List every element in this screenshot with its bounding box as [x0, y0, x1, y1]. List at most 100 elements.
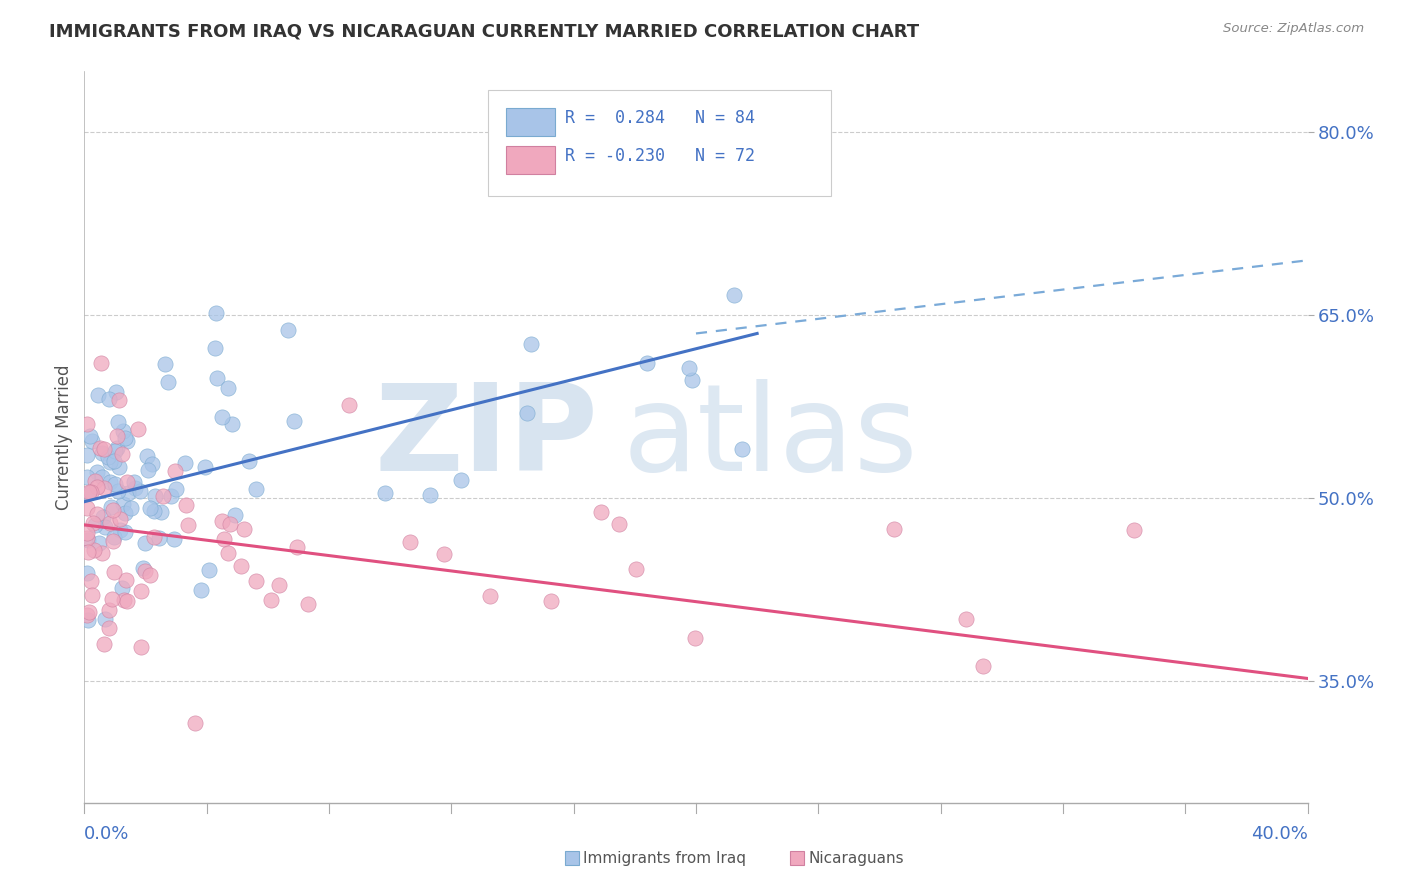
Point	[101, 502, 124, 516]
Point	[98, 475, 121, 490]
Point	[100, 500, 122, 515]
Point	[132, 561, 155, 575]
Point	[723, 288, 745, 302]
Point	[120, 500, 142, 515]
Point	[165, 482, 187, 496]
Text: 40.0%: 40.0%	[1251, 825, 1308, 843]
Point	[159, 490, 181, 504]
Point	[205, 306, 228, 320]
Point	[433, 547, 456, 561]
Point	[143, 530, 166, 544]
Point	[115, 434, 138, 448]
Point	[77, 533, 100, 548]
Point	[177, 517, 200, 532]
Point	[83, 543, 105, 558]
Point	[80, 485, 103, 500]
Point	[76, 525, 98, 540]
Point	[205, 371, 228, 385]
Point	[114, 431, 136, 445]
Point	[129, 640, 152, 654]
Point	[194, 460, 217, 475]
Point	[134, 564, 156, 578]
Point	[108, 523, 131, 537]
FancyBboxPatch shape	[506, 146, 555, 174]
Point	[218, 516, 240, 531]
Point	[111, 447, 134, 461]
Point	[591, 505, 613, 519]
Point	[398, 535, 420, 549]
Point	[297, 597, 319, 611]
Point	[152, 489, 174, 503]
Point	[77, 613, 100, 627]
Point	[86, 507, 108, 521]
Point	[91, 509, 114, 524]
Point	[98, 392, 121, 406]
Point	[211, 409, 233, 424]
Point	[103, 530, 125, 544]
FancyBboxPatch shape	[488, 90, 831, 195]
Point	[82, 589, 104, 603]
Text: atlas: atlas	[623, 378, 918, 496]
Point	[114, 506, 136, 520]
Point	[103, 565, 125, 579]
Point	[98, 603, 121, 617]
Point	[80, 574, 103, 589]
Point	[115, 475, 138, 489]
Text: R =  0.284   N = 84: R = 0.284 N = 84	[565, 109, 755, 128]
Point	[163, 464, 186, 478]
Point	[136, 463, 159, 477]
Point	[98, 455, 121, 469]
FancyBboxPatch shape	[506, 108, 555, 136]
Point	[267, 577, 290, 591]
Point	[112, 593, 135, 607]
Point	[93, 482, 115, 496]
Point	[136, 450, 159, 464]
Point	[204, 341, 226, 355]
Point	[76, 417, 98, 431]
Point	[143, 489, 166, 503]
Point	[82, 434, 104, 449]
Point	[90, 356, 112, 370]
Point	[238, 453, 260, 467]
Point	[91, 469, 114, 483]
Point	[224, 508, 246, 522]
Point	[76, 545, 98, 559]
Point	[211, 514, 233, 528]
Point	[115, 573, 138, 587]
Point	[97, 450, 120, 464]
Y-axis label: Currently Married: Currently Married	[55, 364, 73, 510]
Point	[110, 581, 132, 595]
Point	[139, 568, 162, 582]
Point	[79, 428, 101, 442]
Point	[103, 443, 125, 458]
Point	[124, 482, 146, 496]
Point	[419, 488, 441, 502]
Point	[624, 562, 647, 576]
Point	[233, 522, 256, 536]
Text: 0.0%: 0.0%	[84, 825, 129, 843]
Point	[122, 475, 145, 489]
Point	[93, 612, 115, 626]
Text: Nicaraguans: Nicaraguans	[808, 851, 904, 865]
Point	[76, 449, 98, 463]
Point	[607, 517, 630, 532]
Point	[260, 593, 283, 607]
Point	[149, 505, 172, 519]
Point	[229, 559, 252, 574]
Point	[163, 532, 186, 546]
Point	[117, 486, 139, 500]
Point	[143, 504, 166, 518]
Point	[174, 498, 197, 512]
Point	[221, 417, 243, 431]
Point	[93, 637, 115, 651]
Point	[139, 500, 162, 515]
Text: R = -0.230   N = 72: R = -0.230 N = 72	[565, 147, 755, 165]
Point	[76, 469, 98, 483]
Point	[87, 536, 110, 550]
Point	[107, 483, 129, 498]
Point	[94, 519, 117, 533]
Point	[678, 361, 700, 376]
Point	[685, 632, 707, 646]
Point	[104, 477, 127, 491]
Point	[89, 441, 111, 455]
